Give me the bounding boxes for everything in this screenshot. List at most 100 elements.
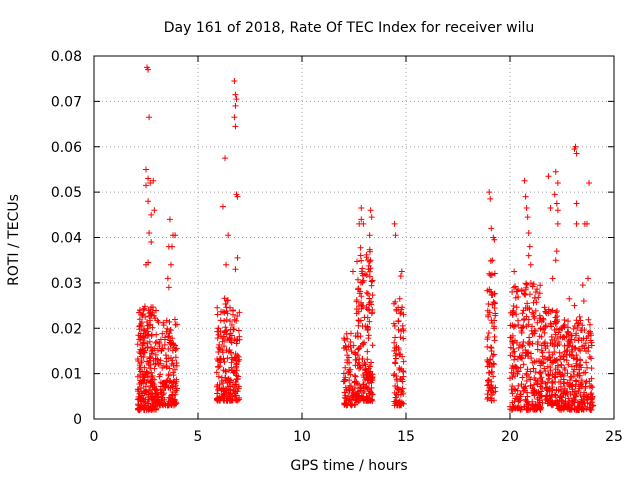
data-point: [138, 398, 145, 405]
data-point: [523, 280, 530, 287]
data-point: [515, 368, 522, 375]
data-point: [535, 294, 542, 301]
data-point: [538, 393, 545, 400]
data-point: [154, 356, 161, 363]
data-point: [520, 361, 527, 368]
data-point: [356, 290, 363, 297]
data-point: [565, 395, 572, 402]
data-point: [525, 252, 532, 259]
data-point: [554, 180, 561, 187]
data-point: [355, 318, 362, 325]
data-point: [354, 333, 361, 340]
data-point: [344, 335, 351, 342]
data-point: [566, 377, 573, 384]
data-point: [140, 339, 147, 346]
data-point: [552, 168, 559, 175]
data-point: [353, 297, 360, 304]
data-point: [369, 342, 376, 349]
data-point: [165, 284, 172, 291]
data-point: [222, 324, 229, 331]
data-point: [549, 307, 556, 314]
data-point: [138, 319, 145, 326]
data-point: [147, 180, 154, 187]
data-point: [527, 261, 534, 268]
data-point: [491, 337, 498, 344]
data-point: [393, 397, 400, 404]
data-point: [215, 331, 222, 338]
data-point: [146, 338, 153, 345]
data-point: [546, 349, 553, 356]
data-point: [523, 349, 530, 356]
data-point: [354, 258, 361, 265]
data-point: [145, 400, 152, 407]
data-point: [484, 287, 491, 294]
data-point: [169, 243, 175, 250]
data-point: [365, 373, 372, 380]
data-point: [530, 365, 537, 372]
data-point: [148, 239, 155, 246]
data-point: [581, 393, 588, 400]
data-point: [234, 312, 241, 319]
data-point: [359, 265, 366, 272]
y-tick-label: 0.04: [51, 231, 82, 247]
data-point: [586, 328, 593, 335]
data-point: [492, 388, 499, 395]
data-point: [537, 369, 544, 376]
data-point: [214, 381, 221, 388]
data-point: [142, 371, 149, 378]
data-point: [232, 266, 239, 273]
data-point: [400, 327, 407, 334]
data-point: [148, 331, 155, 338]
data-point: [216, 356, 223, 363]
data-point: [172, 232, 179, 239]
x-tick-labels: 0 5 10 15 20 25: [90, 429, 623, 445]
data-point: [400, 373, 407, 380]
data-point: [484, 394, 491, 401]
data-point: [546, 375, 553, 382]
data-point: [213, 369, 220, 376]
data-point: [143, 379, 150, 386]
data-point: [159, 330, 166, 337]
data-point: [558, 386, 565, 393]
data-point: [399, 322, 406, 329]
data-point: [554, 313, 561, 320]
data-point: [584, 396, 591, 403]
data-point: [513, 304, 520, 311]
data-point: [586, 404, 593, 411]
data-point: [365, 335, 372, 342]
data-point: [234, 193, 241, 200]
data-point: [521, 291, 528, 298]
data-point: [391, 220, 398, 227]
data-point: [396, 351, 403, 358]
data-point: [484, 363, 491, 370]
data-point: [491, 270, 498, 277]
data-point: [551, 399, 558, 406]
data-point: [232, 102, 239, 109]
data-point: [522, 304, 529, 311]
data-point: [525, 321, 532, 328]
data-point: [394, 377, 401, 384]
data-point: [517, 391, 524, 398]
y-tick-label: 0.07: [51, 94, 82, 110]
data-point: [521, 403, 528, 410]
data-point: [146, 386, 153, 393]
data-point: [576, 403, 583, 410]
data-point: [552, 318, 559, 325]
data-point: [545, 371, 552, 378]
data-point: [221, 318, 228, 325]
data-point: [565, 331, 572, 338]
data-point: [358, 257, 365, 264]
data-point: [588, 396, 595, 403]
data-point: [561, 380, 568, 387]
data-point: [586, 353, 593, 360]
data-point: [547, 364, 554, 371]
data-point: [534, 346, 541, 353]
data-point: [144, 343, 151, 350]
data-point: [554, 220, 561, 227]
data-point: [220, 355, 227, 362]
data-point: [348, 348, 355, 355]
data-point: [521, 177, 528, 184]
data-point: [537, 282, 544, 289]
data-point: [392, 334, 399, 341]
data-point: [227, 386, 234, 393]
